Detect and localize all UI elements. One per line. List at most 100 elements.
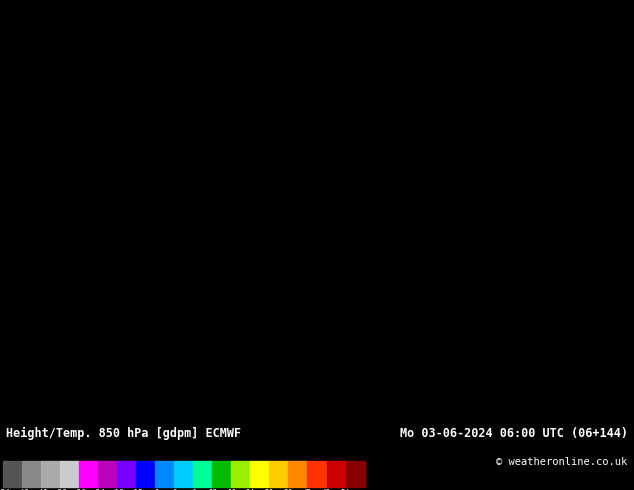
Text: 708: 708 bbox=[27, 345, 37, 351]
Text: 672: 672 bbox=[55, 406, 65, 411]
Text: 624: 624 bbox=[39, 220, 49, 224]
Text: 500: 500 bbox=[486, 316, 495, 320]
Text: 460: 460 bbox=[625, 119, 634, 123]
Text: 552: 552 bbox=[143, 114, 152, 119]
Text: 536: 536 bbox=[462, 240, 472, 245]
Text: 580: 580 bbox=[398, 28, 408, 33]
Text: 616: 616 bbox=[398, 58, 408, 63]
Text: 364: 364 bbox=[247, 33, 256, 38]
Text: 460: 460 bbox=[235, 386, 244, 391]
Text: 296: 296 bbox=[223, 164, 232, 169]
Text: 572: 572 bbox=[75, 129, 84, 134]
Text: 296: 296 bbox=[434, 391, 444, 396]
Text: 356: 356 bbox=[266, 316, 276, 320]
Text: 404: 404 bbox=[382, 341, 392, 345]
Text: 300: 300 bbox=[418, 391, 427, 396]
Text: 600: 600 bbox=[134, 381, 145, 386]
Text: 412: 412 bbox=[294, 98, 304, 103]
Text: 600: 600 bbox=[95, 184, 105, 189]
Text: 532: 532 bbox=[493, 316, 503, 320]
Text: 532: 532 bbox=[613, 169, 623, 174]
Text: 584: 584 bbox=[134, 300, 145, 305]
Text: 496: 496 bbox=[230, 401, 240, 406]
Text: 632: 632 bbox=[79, 38, 89, 43]
Text: 556: 556 bbox=[51, 98, 61, 103]
Text: 636: 636 bbox=[0, 416, 5, 421]
Text: 696: 696 bbox=[11, 341, 21, 345]
Text: 284: 284 bbox=[266, 174, 276, 179]
Text: 628: 628 bbox=[47, 230, 56, 235]
Text: 672: 672 bbox=[426, 98, 436, 103]
Text: 284: 284 bbox=[235, 255, 244, 260]
Text: 608: 608 bbox=[386, 169, 396, 174]
Text: 620: 620 bbox=[111, 345, 120, 351]
Text: 508: 508 bbox=[174, 2, 184, 7]
Text: 476: 476 bbox=[529, 43, 539, 48]
Text: 432: 432 bbox=[275, 361, 284, 366]
Text: 584: 584 bbox=[115, 154, 124, 159]
Text: 624: 624 bbox=[111, 320, 120, 325]
Text: 352: 352 bbox=[223, 325, 232, 330]
Text: 692: 692 bbox=[7, 361, 17, 366]
Text: 672: 672 bbox=[557, 325, 567, 330]
Text: 540: 540 bbox=[162, 361, 172, 366]
Text: 584: 584 bbox=[143, 0, 152, 2]
Text: 508: 508 bbox=[167, 94, 176, 98]
Text: 424: 424 bbox=[310, 179, 320, 184]
Text: 448: 448 bbox=[342, 366, 352, 371]
Text: 632: 632 bbox=[526, 386, 535, 391]
Text: 628: 628 bbox=[526, 270, 535, 275]
Text: 580: 580 bbox=[514, 103, 523, 108]
Text: 448: 448 bbox=[350, 345, 359, 351]
Text: 668: 668 bbox=[597, 290, 607, 295]
Text: 420: 420 bbox=[183, 290, 192, 295]
Text: 632: 632 bbox=[390, 94, 399, 98]
Text: 548: 548 bbox=[139, 174, 148, 179]
Text: 640: 640 bbox=[79, 260, 89, 265]
Text: 548: 548 bbox=[43, 103, 53, 108]
Text: 668: 668 bbox=[593, 305, 603, 310]
Text: 384: 384 bbox=[378, 366, 387, 371]
Text: 544: 544 bbox=[529, 149, 539, 154]
Text: 328: 328 bbox=[450, 401, 460, 406]
Text: 564: 564 bbox=[617, 381, 627, 386]
Text: 520: 520 bbox=[358, 270, 368, 275]
Text: 556: 556 bbox=[0, 149, 9, 154]
Text: 556: 556 bbox=[158, 366, 169, 371]
Text: 476: 476 bbox=[190, 33, 200, 38]
Text: 408: 408 bbox=[410, 305, 420, 310]
Text: 444: 444 bbox=[171, 189, 180, 194]
Text: 364: 364 bbox=[198, 149, 208, 154]
Text: 432: 432 bbox=[190, 103, 200, 108]
Text: 456: 456 bbox=[198, 33, 208, 38]
Text: 604: 604 bbox=[501, 195, 511, 199]
Text: 344: 344 bbox=[250, 320, 260, 325]
Text: 500: 500 bbox=[298, 396, 308, 401]
Text: 560: 560 bbox=[378, 235, 387, 240]
Text: 552: 552 bbox=[422, 215, 432, 220]
Text: 588: 588 bbox=[127, 215, 136, 220]
Text: 396: 396 bbox=[223, 33, 232, 38]
Text: 472: 472 bbox=[322, 381, 332, 386]
Text: 564: 564 bbox=[158, 33, 169, 38]
Text: 592: 592 bbox=[59, 63, 68, 68]
Text: 380: 380 bbox=[282, 94, 292, 98]
Text: 500: 500 bbox=[314, 406, 324, 411]
Text: 384: 384 bbox=[286, 305, 296, 310]
Text: 332: 332 bbox=[247, 316, 256, 320]
Text: 348: 348 bbox=[202, 280, 212, 285]
Text: 504: 504 bbox=[366, 285, 376, 290]
Text: 576: 576 bbox=[7, 53, 17, 58]
Text: 520: 520 bbox=[167, 351, 176, 356]
Text: 304: 304 bbox=[422, 411, 432, 416]
Text: 596: 596 bbox=[11, 28, 21, 33]
Text: 568: 568 bbox=[362, 215, 372, 220]
Text: 444: 444 bbox=[250, 376, 260, 381]
Text: 648: 648 bbox=[71, 270, 81, 275]
Text: 480: 480 bbox=[426, 260, 436, 265]
Text: 528: 528 bbox=[541, 164, 551, 169]
Text: 584: 584 bbox=[350, 114, 359, 119]
Text: 572: 572 bbox=[59, 169, 68, 174]
Text: 404: 404 bbox=[398, 320, 408, 325]
Text: 616: 616 bbox=[517, 280, 527, 285]
